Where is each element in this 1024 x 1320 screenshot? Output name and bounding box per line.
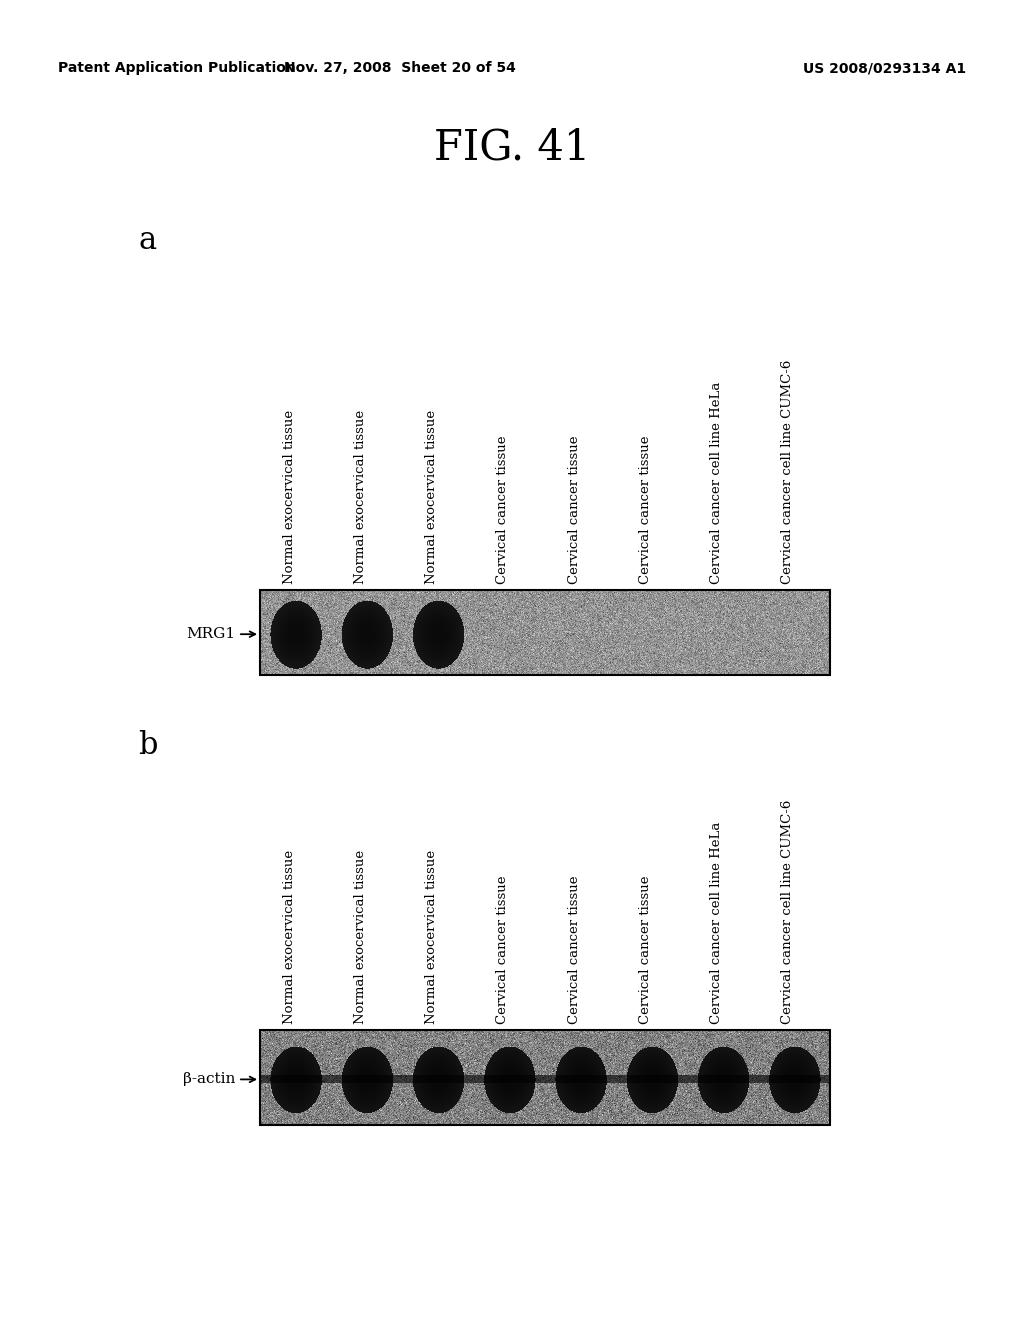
Text: Cervical cancer cell line HeLa: Cervical cancer cell line HeLa bbox=[710, 821, 723, 1024]
Text: Cervical cancer cell line CUMC-6: Cervical cancer cell line CUMC-6 bbox=[781, 359, 795, 583]
Text: MRG1: MRG1 bbox=[186, 627, 234, 642]
Text: US 2008/0293134 A1: US 2008/0293134 A1 bbox=[803, 61, 966, 75]
Bar bbox=[260, 1030, 830, 1125]
Text: Cervical cancer tissue: Cervical cancer tissue bbox=[497, 436, 509, 583]
Text: Normal exocervical tissue: Normal exocervical tissue bbox=[283, 411, 296, 583]
Text: Cervical cancer cell line HeLa: Cervical cancer cell line HeLa bbox=[710, 381, 723, 583]
Text: Normal exocervical tissue: Normal exocervical tissue bbox=[283, 850, 296, 1024]
Text: Normal exocervical tissue: Normal exocervical tissue bbox=[354, 411, 367, 583]
Text: β-actin: β-actin bbox=[182, 1072, 234, 1086]
Text: b: b bbox=[138, 730, 158, 762]
Text: Cervical cancer tissue: Cervical cancer tissue bbox=[497, 875, 509, 1024]
Text: Patent Application Publication: Patent Application Publication bbox=[58, 61, 296, 75]
Bar bbox=[260, 590, 830, 675]
Text: Cervical cancer tissue: Cervical cancer tissue bbox=[567, 875, 581, 1024]
Text: Normal exocervical tissue: Normal exocervical tissue bbox=[425, 850, 438, 1024]
Text: a: a bbox=[138, 224, 156, 256]
Text: Cervical cancer tissue: Cervical cancer tissue bbox=[567, 436, 581, 583]
Text: Normal exocervical tissue: Normal exocervical tissue bbox=[354, 850, 367, 1024]
Text: FIG. 41: FIG. 41 bbox=[434, 127, 590, 169]
Text: Cervical cancer tissue: Cervical cancer tissue bbox=[639, 436, 652, 583]
Text: Normal exocervical tissue: Normal exocervical tissue bbox=[425, 411, 438, 583]
Text: Nov. 27, 2008  Sheet 20 of 54: Nov. 27, 2008 Sheet 20 of 54 bbox=[284, 61, 516, 75]
Text: Cervical cancer cell line CUMC-6: Cervical cancer cell line CUMC-6 bbox=[781, 800, 795, 1024]
Text: Cervical cancer tissue: Cervical cancer tissue bbox=[639, 875, 652, 1024]
